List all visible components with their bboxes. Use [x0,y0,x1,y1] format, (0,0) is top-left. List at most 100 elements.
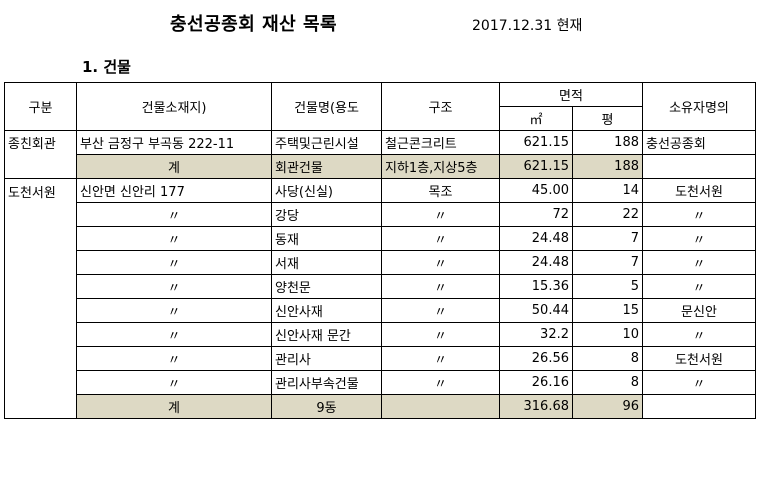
total-sqm: 316.68 [499,394,573,419]
total-structure [381,394,500,419]
location-cell: 〃 [76,202,272,227]
owner-cell: 〃 [642,274,756,299]
owner-cell: 도천서원 [642,178,756,203]
total-pyeong: 96 [572,394,643,419]
pyeong-cell: 8 [572,346,643,371]
owner-cell: 문신안 [642,298,756,323]
structure-cell: 철근콘크리트 [381,130,500,155]
section-heading: 1. 건물 [82,58,131,76]
sqm-cell: 621.15 [499,130,573,155]
header-category: 구분 [4,82,77,131]
structure-cell: 〃 [381,226,500,251]
header-sqm: ㎡ [499,106,573,131]
pyeong-cell: 15 [572,298,643,323]
pyeong-cell: 22 [572,202,643,227]
total-owner [642,154,756,179]
structure-cell: 〃 [381,370,500,395]
total-owner [642,394,756,419]
location-cell: 〃 [76,298,272,323]
owner-cell: 충선공종회 [642,130,756,155]
name-cell: 신안사재 [271,298,382,323]
structure-cell: 〃 [381,274,500,299]
category-cell: 도천서원 [4,178,77,419]
table-row: 〃 신안사재 문간 〃 32.2 10 〃 [5,322,756,347]
name-cell: 서재 [271,250,382,275]
header-row-1: 구분 건물소재지) 건물명(용도 구조 면적 소유자명의 [4,82,756,131]
location-cell: 부산 금정구 부곡동 222-11 [76,130,272,155]
name-cell: 관리사부속건물 [271,370,382,395]
table-row: 도천서원 신안면 신안리 177 사당(신실) 목조 45.00 14 도천서원 [4,178,756,419]
pyeong-cell: 188 [572,130,643,155]
structure-cell: 목조 [381,178,500,203]
header-name: 건물명(용도 [271,82,382,131]
sqm-cell: 15.36 [499,274,573,299]
table-row: 〃 신안사재 〃 50.44 15 문신안 [5,298,756,323]
sqm-cell: 72 [499,202,573,227]
location-cell: 〃 [76,250,272,275]
structure-cell: 〃 [381,202,500,227]
location-cell: 신안면 신안리 177 [76,178,272,203]
name-cell: 관리사 [271,346,382,371]
structure-cell: 〃 [381,298,500,323]
structure-cell: 〃 [381,346,500,371]
location-cell: 〃 [76,226,272,251]
sqm-cell: 50.44 [499,298,573,323]
category-cell: 종친회관 [4,130,77,155]
header-location: 건물소재지) [76,82,272,131]
location-cell: 〃 [76,370,272,395]
name-cell: 양천문 [271,274,382,299]
category-cell-empty [4,154,77,179]
pyeong-cell: 8 [572,370,643,395]
pyeong-cell: 7 [572,250,643,275]
owner-cell: 도천서원 [642,346,756,371]
as-of-date: 2017.12.31 현재 [472,18,583,34]
total-name: 회관건물 [271,154,382,179]
sqm-cell: 45.00 [499,178,573,203]
table-row: 〃 관리사부속건물 〃 26.16 8 〃 [5,370,756,395]
sqm-cell: 24.48 [499,250,573,275]
page-title: 충선공종회 재산 목록 [170,14,338,35]
owner-cell: 〃 [642,370,756,395]
header-structure: 구조 [381,82,500,131]
sqm-cell: 26.16 [499,370,573,395]
location-cell: 〃 [76,322,272,347]
total-label: 계 [76,154,272,179]
name-cell: 주택및근린시설 [271,130,382,155]
structure-cell: 〃 [381,322,500,347]
owner-cell: 〃 [642,202,756,227]
header-row-2: ㎡ 평 [5,106,756,131]
owner-cell: 〃 [642,322,756,347]
pyeong-cell: 7 [572,226,643,251]
location-cell: 〃 [76,346,272,371]
table-row: 〃 관리사 〃 26.56 8 도천서원 [5,346,756,371]
header-owner: 소유자명의 [642,82,756,131]
pyeong-cell: 10 [572,322,643,347]
total-structure: 지하1층,지상5층 [381,154,500,179]
header-area: 면적 [499,82,643,107]
table-row: 〃 서재 〃 24.48 7 〃 [5,250,756,275]
table-row: 〃 동재 〃 24.48 7 〃 [5,226,756,251]
name-cell: 강당 [271,202,382,227]
subtotal-row: 계 회관건물 지하1층,지상5층 621.15 188 [4,154,756,179]
table-row: 〃 양천문 〃 15.36 5 〃 [5,274,756,299]
sqm-cell: 32.2 [499,322,573,347]
subtotal-row: 계 9동 316.68 96 [5,394,756,419]
header-pyeong: 평 [572,106,643,131]
owner-cell: 〃 [642,250,756,275]
table-row: 종친회관 부산 금정구 부곡동 222-11 주택및근린시설 철근콘크리트 62… [4,130,756,155]
total-label: 계 [76,394,272,419]
name-cell: 신안사재 문간 [271,322,382,347]
name-cell: 동재 [271,226,382,251]
pyeong-cell: 5 [572,274,643,299]
pyeong-cell: 14 [572,178,643,203]
sqm-cell: 24.48 [499,226,573,251]
owner-cell: 〃 [642,226,756,251]
name-cell: 사당(신실) [271,178,382,203]
location-cell: 〃 [76,274,272,299]
total-name: 9동 [271,394,382,419]
total-pyeong: 188 [572,154,643,179]
property-table: 구분 건물소재지) 건물명(용도 구조 면적 소유자명의 ㎡ 평 종친회관 부산… [4,82,756,419]
table-row: 〃 강당 〃 72 22 〃 [5,202,756,227]
structure-cell: 〃 [381,250,500,275]
sqm-cell: 26.56 [499,346,573,371]
